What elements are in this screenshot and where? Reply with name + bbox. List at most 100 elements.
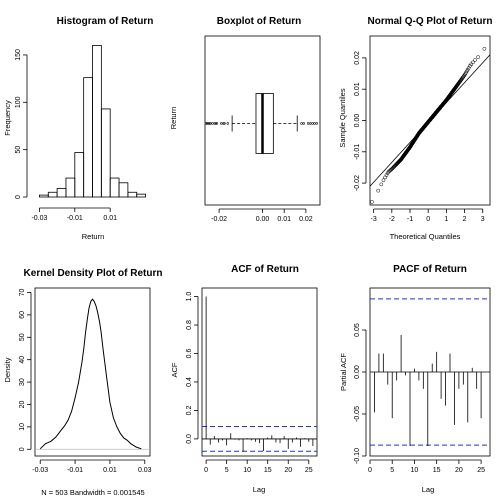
pacf-x-tick-label: 0: [368, 467, 372, 474]
hist-bar: [56, 188, 67, 198]
pacf-y-tick-label: 0.00: [354, 365, 361, 379]
acf-x-tick-label: 20: [284, 467, 292, 474]
box-x-tick-label: -0.02: [211, 216, 227, 223]
acf-y-tick-label: 0.4: [186, 377, 193, 387]
qq-y-tick-label: -0.02: [354, 175, 361, 191]
acf-frame: [201, 287, 318, 457]
pacf-xlabel: Lag: [422, 485, 435, 494]
qq-x-tick-label: 1: [444, 216, 448, 223]
hist-y-tick-label: 50: [15, 146, 22, 154]
box-outlier: [313, 122, 316, 125]
box-outlier: [208, 122, 211, 125]
box-outlier: [215, 122, 219, 125]
hist-bar: [83, 77, 93, 198]
kde-y-tick-label: 50: [19, 333, 26, 341]
box-outlier: [211, 122, 214, 125]
kde-y-tick-label: 0: [19, 447, 26, 451]
kde-y-tick-label: 60: [19, 311, 26, 319]
hist-bar: [118, 182, 129, 198]
box-outlier: [309, 122, 312, 125]
box-outlier: [222, 122, 225, 125]
pacf-x-tick-label: 25: [477, 467, 485, 474]
qq-x-tick-label: 3: [481, 216, 485, 223]
acf-x-tick-label: 25: [305, 467, 313, 474]
kde-y-tick-label: 20: [19, 400, 26, 408]
box-x-tick-label: 0.01: [277, 216, 291, 223]
box-outlier: [311, 122, 314, 125]
qq-point: [473, 58, 477, 62]
hist-title: Histogram of Return: [57, 16, 154, 27]
hist-bar: [47, 191, 58, 198]
box-outlier: [300, 122, 303, 125]
acf-x-tick-label: 10: [243, 467, 251, 474]
kde-x-tick-label: 0.03: [138, 467, 152, 474]
acf-ylabel: ACF: [170, 362, 179, 377]
kde-ylabel: Density: [3, 357, 12, 382]
hist-bar: [136, 193, 146, 198]
qq-y-tick-label: 0.02: [354, 51, 361, 65]
box-x-tick-label: 0.00: [256, 216, 270, 223]
hist-y-tick-label: 150: [15, 49, 22, 61]
box-outlier: [223, 122, 226, 125]
hist-bar: [100, 108, 111, 198]
hist-bar: [127, 191, 138, 198]
hist-bar: [74, 152, 85, 198]
pacf-ylabel: Partial ACF: [339, 353, 348, 391]
qq-point: [384, 173, 389, 177]
acf-y-tick-label: 0.8: [186, 320, 193, 330]
qq-x-tick-label: -3: [371, 216, 377, 223]
qq-point: [370, 200, 374, 204]
pacf-y-tick-label: -0.05: [354, 406, 361, 422]
box-outlier: [205, 122, 209, 125]
qq-point: [376, 188, 381, 193]
acf-y-tick-label: 1.0: [186, 292, 193, 302]
box-outlier: [302, 122, 305, 125]
acf-title: ACF of Return: [231, 264, 299, 275]
qq-xlabel: Theoretical Quantiles: [390, 232, 461, 241]
kde-y-tick-label: 10: [19, 423, 26, 431]
qq-point: [471, 60, 475, 65]
qq-point: [476, 55, 481, 59]
hist-xlabel: Return: [82, 232, 105, 241]
hist-x-tick-label: 0.01: [103, 215, 117, 222]
box-frame: [204, 35, 321, 206]
pacf-x-tick-label: 20: [455, 467, 463, 474]
qq-x-tick-label: 2: [463, 216, 467, 223]
hist-ylabel: Frequency: [3, 100, 12, 136]
acf-y-tick-label: 0.0: [186, 434, 193, 444]
pacf-x-tick-label: 10: [411, 467, 419, 474]
pacf-x-tick-label: 15: [433, 467, 441, 474]
qq-y-tick-label: -0.01: [354, 144, 361, 160]
qq-frame: [369, 35, 491, 206]
box-title: Boxplot of Return: [217, 16, 301, 27]
box-outlier: [213, 122, 216, 125]
kde-xlabel: N = 503 Bandwidth = 0.001545: [41, 488, 144, 497]
pacf-x-tick-label: 5: [390, 467, 394, 474]
kde-frame: [34, 287, 151, 457]
box-outlier: [315, 122, 318, 125]
qq-point: [482, 46, 487, 51]
qq-ylabel: Sample Quantiles: [338, 88, 347, 147]
box-outlier: [204, 122, 208, 125]
pacf-y-tick-label: 0.05: [354, 323, 361, 337]
box-outlier: [226, 122, 229, 125]
kde-y-tick-label: 30: [19, 378, 26, 386]
acf-x-tick-label: 15: [264, 467, 272, 474]
box-outlier: [306, 122, 310, 125]
qq-point: [379, 182, 384, 187]
hist-y-tick-label: 100: [15, 96, 22, 108]
qq-x-tick-label: -2: [389, 216, 395, 223]
pacf-title: PACF of Return: [393, 264, 467, 275]
box-ylabel: Return: [169, 107, 178, 130]
box-x-tick-label: 0.02: [299, 216, 313, 223]
hist-bar: [65, 177, 76, 198]
kde-x-tick-label: -0.01: [67, 467, 83, 474]
acf-x-tick-label: 0: [204, 467, 208, 474]
kde-x-tick-label: -0.03: [32, 467, 48, 474]
box-outlier: [220, 122, 223, 125]
acf-y-tick-label: 0.2: [186, 405, 193, 415]
kde-title: Kernel Density Plot of Return: [24, 268, 163, 279]
qq-x-tick-label: -1: [407, 216, 413, 223]
acf-xlabel: Lag: [253, 485, 266, 494]
